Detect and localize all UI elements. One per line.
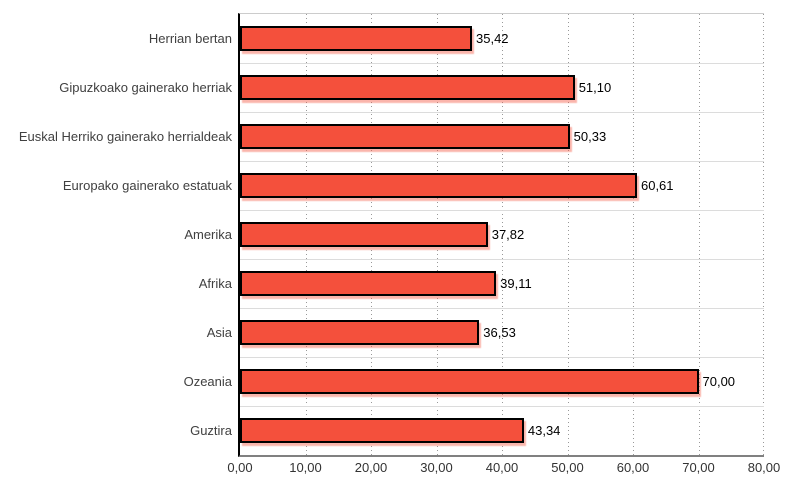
value-label: 43,34	[527, 423, 561, 438]
category-label: Amerika	[184, 227, 232, 242]
vertical-gridline	[633, 14, 634, 455]
vertical-gridline	[763, 14, 764, 455]
category-label: Gipuzkoako gainerako herriak	[59, 80, 232, 95]
x-axis-tick-label: 40,00	[485, 460, 519, 475]
band-separator-line	[240, 259, 764, 260]
bar	[240, 173, 637, 198]
value-label: 36,53	[483, 325, 516, 340]
band-separator-line	[240, 161, 764, 162]
bar	[240, 418, 524, 443]
category-label: Ozeania	[183, 374, 232, 389]
bar-row: 43,34	[240, 406, 764, 455]
bar	[240, 222, 488, 247]
bar	[240, 271, 497, 296]
x-axis-tick-label: 50,00	[551, 460, 584, 475]
value-label: 60,61	[640, 178, 674, 193]
vertical-gridline	[698, 14, 700, 455]
category-label: Herrian bertan	[148, 31, 232, 46]
bar-row: 51,10	[240, 63, 764, 112]
x-axis-tick-label: 10,00	[289, 460, 322, 475]
bar-row: 50,33	[240, 112, 764, 161]
band-separator-line	[240, 308, 764, 309]
value-label: 51,10	[578, 80, 612, 95]
category-label: Asia	[206, 325, 232, 340]
vertical-gridline	[502, 14, 503, 455]
rows-layer: 35,42 51,10 50,33 60,61 37,82 39,11 36,5…	[240, 14, 764, 455]
category-label: Afrika	[198, 276, 232, 291]
bar	[240, 124, 570, 149]
bar	[240, 75, 575, 100]
category-label: Guztira	[190, 423, 232, 438]
plot-area: 35,42 51,10 50,33 60,61 37,82 39,11 36,5…	[238, 13, 764, 457]
value-label: 35,42	[476, 31, 509, 46]
x-axis-tick-label: 30,00	[420, 460, 453, 475]
vertical-gridline	[567, 14, 569, 455]
bar-row: 36,53	[240, 308, 764, 357]
value-label: 70,00	[702, 374, 736, 389]
bar-row: 35,42	[240, 14, 764, 63]
value-label: 39,11	[500, 276, 532, 291]
category-label: Europako gainerako estatuak	[62, 178, 232, 193]
band-separator-line	[240, 406, 764, 407]
bar-row: 37,82	[240, 210, 764, 259]
band-separator-line	[240, 63, 764, 64]
bar	[240, 369, 699, 394]
x-axis-tick-label: 60,00	[616, 460, 650, 475]
x-axis-tick-label: 70,00	[682, 460, 715, 475]
category-label: Euskal Herriko gainerako herrialdeak	[18, 129, 232, 144]
bar-row: 70,00	[240, 357, 764, 406]
x-axis-tick-label: 80,00	[747, 460, 781, 475]
bar	[240, 26, 472, 51]
bar-row: 60,61	[240, 161, 764, 210]
value-label: 50,33	[573, 129, 607, 144]
value-label: 37,82	[491, 227, 525, 242]
bar-row: 39,11	[240, 259, 764, 308]
x-axis-tick-label: 20,00	[354, 460, 388, 475]
x-axis-tick-label: 0,00	[227, 460, 253, 475]
bar	[240, 320, 480, 345]
band-separator-line	[240, 210, 764, 211]
band-separator-line	[240, 112, 764, 113]
band-separator-line	[240, 357, 764, 358]
